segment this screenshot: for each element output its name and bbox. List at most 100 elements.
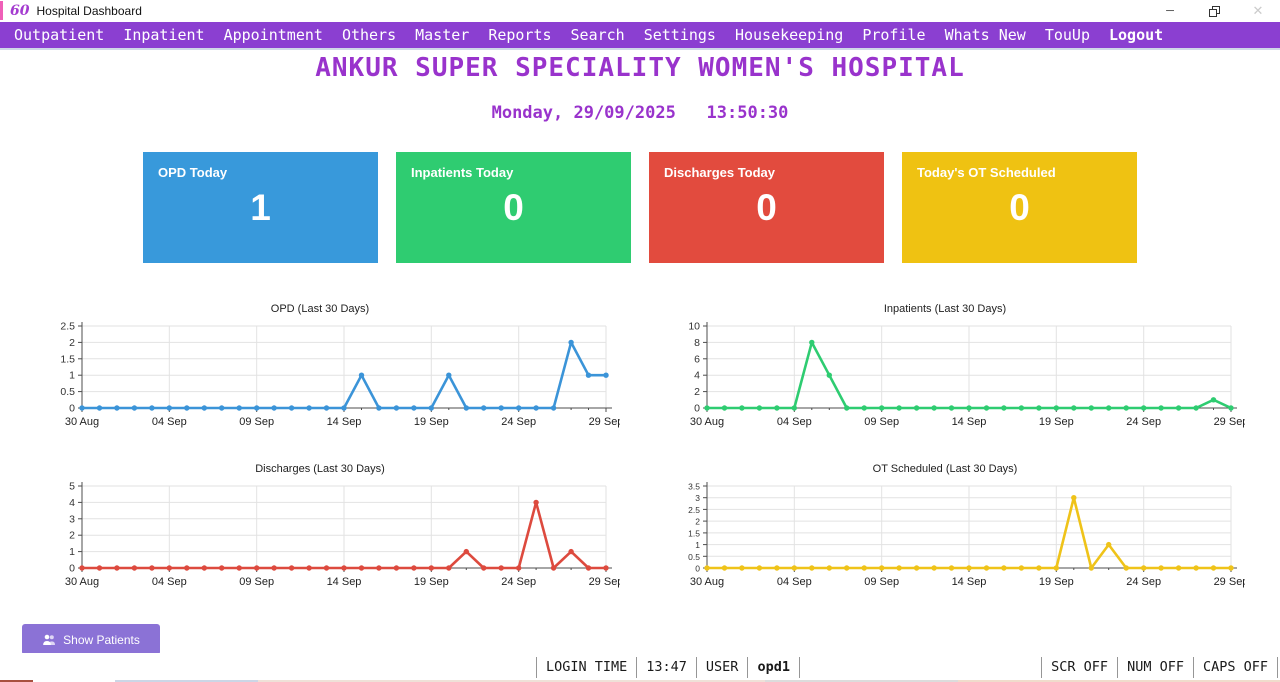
statusbar: LOGIN TIME 13:47 USER opd1 SCR OFF NUM OFF CA… xyxy=(0,653,1280,680)
svg-text:19 Sep: 19 Sep xyxy=(414,576,449,588)
svg-text:29 Sep: 29 Sep xyxy=(1214,416,1245,428)
status-item-13-47: 13:47 xyxy=(636,657,696,678)
svg-text:04 Sep: 04 Sep xyxy=(777,576,812,588)
svg-text:30 Aug: 30 Aug xyxy=(65,576,99,588)
svg-text:24 Sep: 24 Sep xyxy=(501,416,536,428)
titlebar: 60 Hospital Dashboard ─ ✕ xyxy=(0,0,1280,22)
chart-title: OPD (Last 30 Days) xyxy=(270,303,370,315)
taskbar-sliver xyxy=(0,680,1280,682)
stat-card-label: Discharges Today xyxy=(664,165,776,180)
chart-title: Discharges (Last 30 Days) xyxy=(255,463,385,475)
svg-text:24 Sep: 24 Sep xyxy=(1126,416,1161,428)
restore-icon xyxy=(1208,5,1220,17)
window-controls: ─ ✕ xyxy=(1148,0,1280,22)
show-patients-label: Show Patients xyxy=(63,632,140,647)
svg-text:14 Sep: 14 Sep xyxy=(952,576,987,588)
svg-text:6: 6 xyxy=(694,353,700,365)
status-item-login-time: LOGIN TIME xyxy=(536,657,636,678)
svg-text:19 Sep: 19 Sep xyxy=(414,416,449,428)
stat-card-discharges-today: Discharges Today 0 xyxy=(649,152,884,263)
stat-cards: OPD Today 1 Inpatients Today 0 Discharges To… xyxy=(0,152,1280,263)
menu-item-master[interactable]: Master xyxy=(415,26,470,44)
menu-item-outpatient[interactable]: Outpatient xyxy=(14,26,105,44)
app-logo-icon: 60 xyxy=(10,3,30,19)
svg-text:0: 0 xyxy=(695,564,700,574)
chart-discharges-last-30-days: Discharges (Last 30 Days) 0 1 2 3 4 5 30 Aug 04 … xyxy=(20,458,620,598)
menu-item-housekeeping[interactable]: Housekeeping xyxy=(734,26,844,44)
menu-item-reports[interactable]: Reports xyxy=(488,26,552,44)
stat-card-today-s-ot-scheduled: Today's OT Scheduled 0 xyxy=(902,152,1137,263)
svg-text:04 Sep: 04 Sep xyxy=(777,416,812,428)
svg-text:09 Sep: 09 Sep xyxy=(864,416,899,428)
menu-item-inpatient[interactable]: Inpatient xyxy=(123,26,205,44)
svg-text:0: 0 xyxy=(69,403,75,415)
chart-title: OT Scheduled (Last 30 Days) xyxy=(872,463,1018,475)
patients-icon xyxy=(43,634,56,645)
menu-item-profile[interactable]: Profile xyxy=(862,26,926,44)
svg-text:09 Sep: 09 Sep xyxy=(864,576,899,588)
chart-title: Inpatients (Last 30 Days) xyxy=(883,303,1007,315)
svg-text:19 Sep: 19 Sep xyxy=(1039,576,1074,588)
svg-text:30 Aug: 30 Aug xyxy=(65,416,99,428)
svg-text:14 Sep: 14 Sep xyxy=(327,416,362,428)
chart-canvas: 0 1 2 3 4 5 30 Aug 04 Sep 09 Sep 14 Sep 19 Sep 24 S… xyxy=(65,481,620,589)
menu-item-search[interactable]: Search xyxy=(570,26,625,44)
restore-button[interactable] xyxy=(1192,0,1236,22)
menu-item-appointment[interactable]: Appointment xyxy=(223,26,323,44)
statusbar-right: SCR OFF NUM OFF CAPS OFF xyxy=(1041,657,1278,678)
menu-item-settings[interactable]: Settings xyxy=(643,26,716,44)
stat-card-opd-today: OPD Today 1 xyxy=(143,152,378,263)
svg-text:5: 5 xyxy=(69,481,75,493)
statusbar-left: LOGIN TIME 13:47 USER opd1 xyxy=(536,657,800,678)
chart-canvas: 0 2 4 6 8 10 30 Aug 04 Sep 09 Sep 14 Sep 19 Sep 24 … xyxy=(688,321,1245,429)
stat-card-label: Inpatients Today xyxy=(411,165,514,180)
svg-text:04 Sep: 04 Sep xyxy=(152,416,187,428)
svg-text:2: 2 xyxy=(69,337,75,349)
svg-text:24 Sep: 24 Sep xyxy=(501,576,536,588)
chart-inpatients-last-30-days: Inpatients (Last 30 Days) 0 2 4 6 8 10 30 Aug 04… xyxy=(645,298,1245,438)
svg-text:1.5: 1.5 xyxy=(60,353,75,365)
svg-text:29 Sep: 29 Sep xyxy=(1214,576,1245,588)
close-button[interactable]: ✕ xyxy=(1252,3,1264,18)
minimize-button[interactable]: ─ xyxy=(1166,5,1174,17)
menu-item-whats-new[interactable]: Whats New xyxy=(944,26,1026,44)
svg-text:30 Aug: 30 Aug xyxy=(690,576,724,588)
show-patients-button[interactable]: Show Patients xyxy=(22,624,160,655)
stat-card-value: 1 xyxy=(250,187,271,228)
menubar: Outpatient Inpatient Appointment Others Mast… xyxy=(0,22,1280,48)
chart-opd-last-30-days: OPD (Last 30 Days) 0 0.5 1 1.5 2 2.5 30 Aug 04 S… xyxy=(20,298,620,438)
svg-text:4: 4 xyxy=(69,497,75,509)
svg-text:24 Sep: 24 Sep xyxy=(1126,576,1161,588)
window-title: Hospital Dashboard xyxy=(36,4,142,18)
svg-text:3: 3 xyxy=(695,493,700,503)
svg-text:0: 0 xyxy=(69,563,75,575)
svg-text:29 Sep: 29 Sep xyxy=(589,576,620,588)
stat-card-label: OPD Today xyxy=(158,165,228,180)
svg-text:29 Sep: 29 Sep xyxy=(589,416,620,428)
stat-card-value: 0 xyxy=(756,187,777,228)
svg-text:0.5: 0.5 xyxy=(60,386,75,398)
svg-text:2.5: 2.5 xyxy=(60,321,75,333)
svg-text:14 Sep: 14 Sep xyxy=(327,576,362,588)
svg-text:3.5: 3.5 xyxy=(688,482,700,492)
menu-item-touup[interactable]: TouUp xyxy=(1044,26,1090,44)
svg-text:10: 10 xyxy=(688,321,700,333)
menu-item-logout[interactable]: Logout xyxy=(1109,26,1164,44)
svg-text:30 Aug: 30 Aug xyxy=(690,416,724,428)
svg-text:1: 1 xyxy=(69,370,75,382)
svg-text:0: 0 xyxy=(694,403,700,415)
edge-sliver xyxy=(0,1,3,20)
hospital-title: ANKUR SUPER SPECIALITY WOMEN'S HOSPITAL xyxy=(315,53,965,83)
status-item-user: USER xyxy=(695,657,748,678)
svg-text:3: 3 xyxy=(69,513,75,525)
status-item-caps-off: CAPS OFF xyxy=(1192,657,1278,678)
svg-text:2.5: 2.5 xyxy=(688,505,700,515)
svg-text:4: 4 xyxy=(694,370,700,382)
svg-text:09 Sep: 09 Sep xyxy=(239,416,274,428)
chart-canvas: 0 0.5 1 1.52 2.5 33.5 30 Aug 04 Sep 09 Sep 14 Sep… xyxy=(688,482,1245,589)
menu-item-others[interactable]: Others xyxy=(341,26,397,44)
stat-card-value: 0 xyxy=(503,187,524,228)
stat-card-label: Today's OT Scheduled xyxy=(917,165,1056,180)
status-item-scr-off: SCR OFF xyxy=(1041,657,1117,678)
